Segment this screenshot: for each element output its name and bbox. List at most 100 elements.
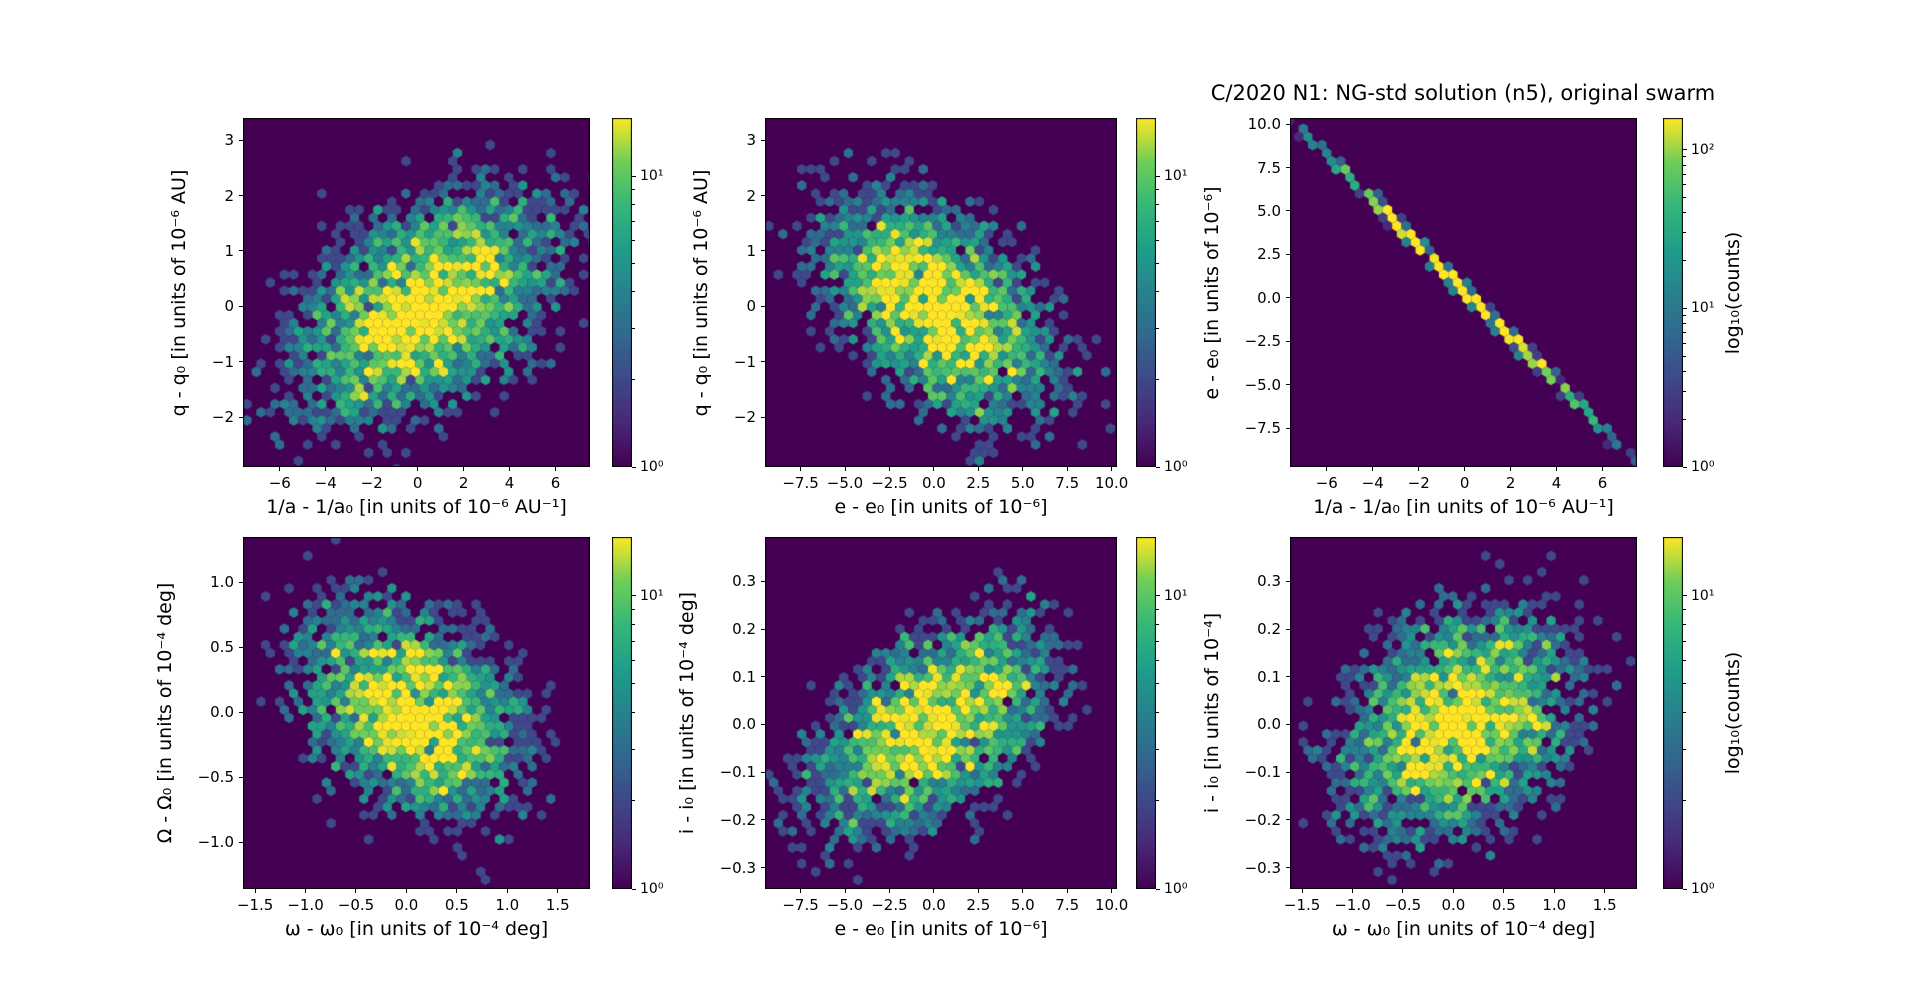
colorbar-tick-label: 10¹ <box>1164 587 1188 604</box>
x-tick <box>506 889 508 893</box>
colorbar-q-vs-e <box>1136 118 1156 467</box>
colorbar-minor-tick <box>632 291 635 293</box>
colorbar-e-vs-inva <box>1663 118 1683 467</box>
y-tick-label: 0.1 <box>732 667 756 686</box>
x-tick <box>1510 467 1512 471</box>
colorbar-minor-tick <box>1683 711 1686 713</box>
y-tick-label: 10.0 <box>1247 115 1281 134</box>
y-tick-label: −2.5 <box>1244 332 1281 351</box>
y-tick <box>1286 167 1290 168</box>
y-tick-label: −0.1 <box>1244 763 1281 782</box>
y-axis-label: e - e₀ [in units of 10⁻⁶] <box>1200 185 1223 400</box>
colorbar-minor-tick <box>632 203 635 205</box>
colorbar-tick-label: 10¹ <box>640 587 664 604</box>
y-tick <box>761 723 765 725</box>
y-tick-label: 0.3 <box>732 572 756 591</box>
x-tick <box>1604 889 1606 893</box>
y-tick <box>239 305 243 307</box>
x-tick <box>371 467 373 471</box>
colorbar-minor-tick <box>1683 260 1686 262</box>
x-tick <box>355 889 357 893</box>
colorbar-minor-tick <box>632 188 635 190</box>
x-tick <box>1556 467 1558 471</box>
colorbar-tick <box>1683 888 1687 890</box>
y-tick <box>239 416 243 418</box>
colorbar-minor-tick <box>632 623 635 625</box>
y-tick-label: 2 <box>746 186 756 205</box>
y-tick-label: 0.0 <box>1257 715 1281 734</box>
x-tick <box>405 889 407 893</box>
x-tick <box>1111 889 1113 893</box>
y-tick-label: 0.0 <box>1257 288 1281 307</box>
x-axis-label: e - e₀ [in units of 10⁻⁶] <box>834 918 1048 940</box>
x-tick-label: 5.0 <box>1010 474 1035 492</box>
x-tick <box>888 467 890 471</box>
y-tick-label: 0.5 <box>210 638 234 657</box>
colorbar-minor-tick <box>1683 623 1686 625</box>
x-tick <box>1066 467 1068 471</box>
y-tick <box>761 676 765 678</box>
y-tick-label: 0 <box>224 297 234 316</box>
x-axis-label: ω - ω₀ [in units of 10⁻⁴ deg] <box>1331 918 1596 940</box>
colorbar-tick-label: 10¹ <box>640 168 664 185</box>
x-tick <box>1372 467 1374 471</box>
colorbar-minor-tick <box>1156 378 1159 380</box>
x-axis-label: ω - ω₀ [in units of 10⁻⁴ deg] <box>284 918 549 940</box>
colorbar-minor-tick <box>1683 390 1686 392</box>
x-tick <box>800 889 802 893</box>
colorbar-minor-tick <box>1683 332 1686 334</box>
colorbar-minor-tick <box>632 748 635 750</box>
y-tick <box>761 250 765 252</box>
colorbar-minor-tick <box>632 800 635 802</box>
x-tick-label: 0.5 <box>1491 896 1516 914</box>
y-tick-label: 7.5 <box>1257 158 1281 177</box>
x-tick-label: 6 <box>550 474 561 492</box>
y-tick <box>1286 297 1290 299</box>
x-axis-label: e - e₀ [in units of 10⁻⁶] <box>834 496 1048 518</box>
y-tick <box>1286 867 1290 869</box>
x-tick-label: 1.5 <box>545 896 570 914</box>
y-tick <box>1286 384 1290 386</box>
y-tick-label: 3 <box>224 131 234 150</box>
colorbar-minor-tick <box>1683 608 1686 610</box>
x-tick-label: −1.5 <box>236 896 274 914</box>
colorbar-tick-label: 10⁰ <box>1691 881 1715 897</box>
y-tick-label: 2.5 <box>1257 245 1281 264</box>
y-tick <box>239 361 243 363</box>
y-tick-label: −1 <box>211 352 234 371</box>
colorbar-i-vs-e <box>1136 537 1156 889</box>
colorbar-minor-tick <box>1156 608 1159 610</box>
y-tick-label: −1 <box>733 352 756 371</box>
hexbin-plot-q-vs-inva <box>243 118 590 467</box>
colorbar-minor-tick <box>1156 800 1159 802</box>
colorbar-minor-tick <box>1156 291 1159 293</box>
colorbar-minor-tick <box>1156 203 1159 205</box>
x-tick-label: 2.5 <box>966 474 991 492</box>
colorbar-minor-tick <box>1683 196 1686 198</box>
colorbar-tick <box>1156 888 1160 890</box>
x-tick <box>1022 467 1024 471</box>
colorbar-minor-tick <box>1156 711 1159 713</box>
colorbar-tick <box>632 595 636 597</box>
y-tick-label: −0.1 <box>719 763 756 782</box>
colorbar-minor-tick <box>1156 660 1159 662</box>
y-tick-label: 2 <box>224 186 234 205</box>
y-axis-label: q - q₀ [in units of 10⁻⁶ AU] <box>167 169 190 416</box>
hexbin-plot-q-vs-e <box>765 118 1117 467</box>
x-tick-label: −7.5 <box>782 474 819 492</box>
x-tick <box>557 889 559 893</box>
colorbar-minor-tick <box>1683 418 1686 420</box>
colorbar-tick <box>1156 595 1160 597</box>
colorbar-tick-label: 10¹ <box>1691 300 1715 317</box>
y-tick <box>1286 427 1290 429</box>
colorbar-minor-tick <box>1156 220 1159 222</box>
x-tick <box>800 467 802 471</box>
y-axis-label: i - i₀ [in units of 10⁻⁴] <box>1200 612 1223 814</box>
colorbar-Omega-vs-omega <box>612 537 632 889</box>
x-tick-label: 1.0 <box>495 896 520 914</box>
x-tick-label: −1.0 <box>1334 896 1371 914</box>
y-tick-label: 0.0 <box>210 703 234 722</box>
y-tick-label: 0.2 <box>1257 620 1281 639</box>
y-tick <box>1286 676 1290 678</box>
y-tick <box>761 416 765 418</box>
